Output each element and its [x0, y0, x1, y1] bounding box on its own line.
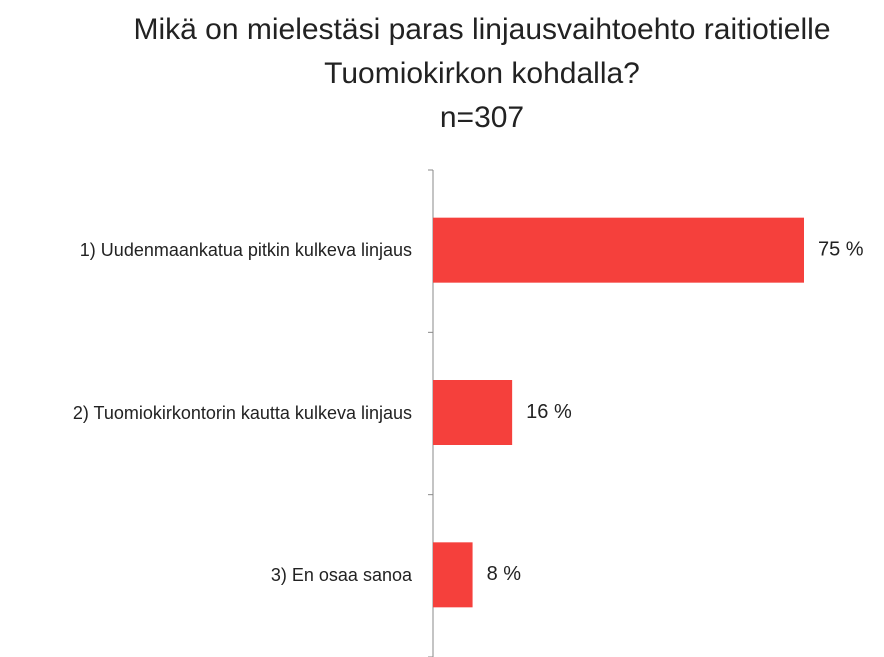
category-label-box: 3) En osaa sanoa: [271, 559, 412, 591]
value-label: 8 %: [487, 563, 522, 585]
category-label: 2) Tuomiokirkontorin kautta kulkeva linj…: [72, 402, 412, 423]
bar: [433, 217, 804, 283]
bar: [433, 542, 473, 608]
category-label-box: 1) Uudenmaankatua pitkin kulkeva linjaus: [80, 234, 412, 266]
value-label: 16 %: [526, 401, 572, 423]
chart-title: Mikä on mielestäsi paras linjausvaihtoeh…: [133, 13, 831, 90]
category-label: 3) En osaa sanoa: [270, 564, 412, 585]
bar: [433, 380, 513, 445]
chart-subtitle: n=307: [439, 101, 525, 134]
category-label: 1) Uudenmaankatua pitkin kulkeva linjaus: [79, 240, 412, 261]
value-label: 75 %: [818, 238, 864, 260]
category-label-box: 2) Tuomiokirkontorin kautta kulkeva linj…: [73, 397, 412, 429]
chart-title-block: Mikä on mielestäsi paras linjausvaihtoeh…: [92, 8, 872, 140]
